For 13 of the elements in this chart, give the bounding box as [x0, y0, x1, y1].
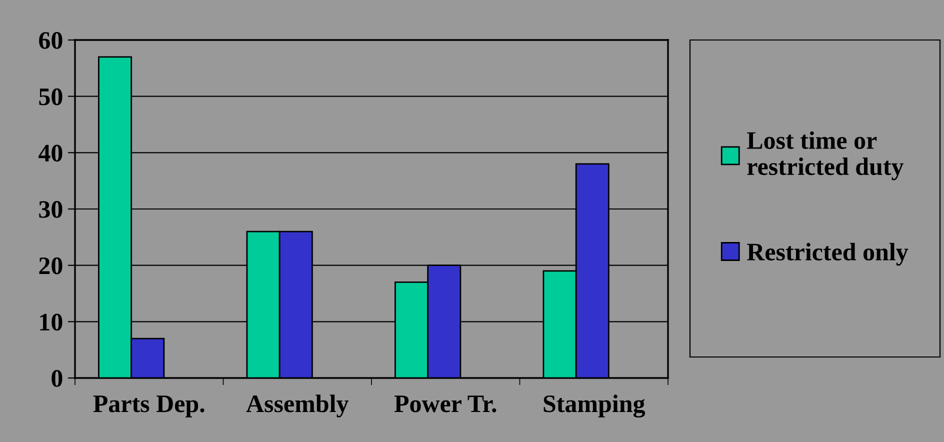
y-tick-label: 60	[39, 32, 62, 49]
x-tick-label: Stamping	[544, 394, 646, 418]
x-tick-label: Assembly	[246, 394, 349, 418]
y-tick-label: 20	[39, 257, 62, 274]
y-tick-label: 50	[39, 88, 62, 106]
y-tick-label: 10	[40, 314, 62, 331]
legend-label: Restricted only	[747, 242, 908, 266]
x-tick-label: Power Tr.	[394, 396, 496, 412]
y-tick-label: 40	[38, 144, 62, 162]
y-tick-label: 30	[39, 201, 62, 218]
x-tick-label: Parts Dep.	[93, 396, 204, 418]
legend-label: Lost time or restricted duty	[747, 131, 904, 180]
y-tick-label: 0	[52, 370, 62, 387]
